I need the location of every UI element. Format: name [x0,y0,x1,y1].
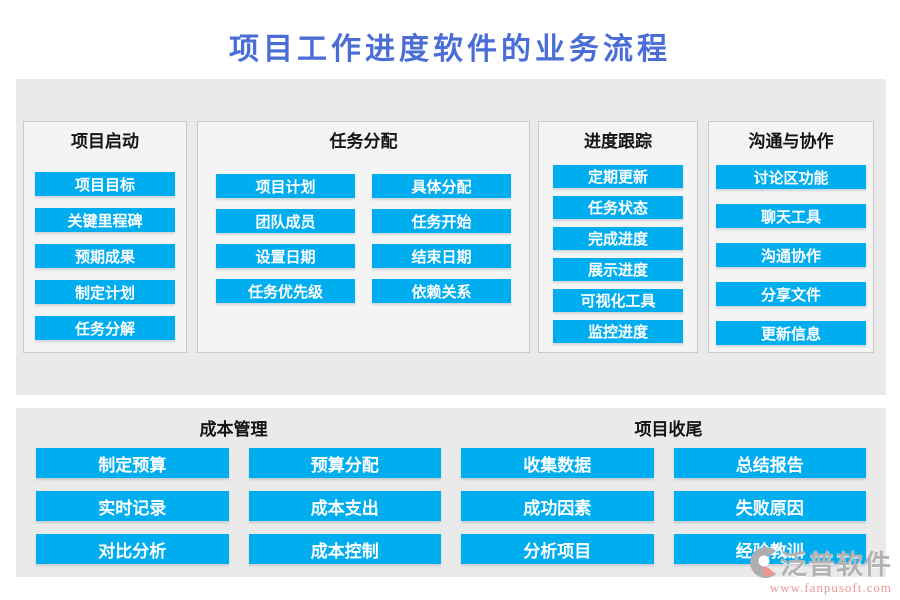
flow-node: 失败原因 [673,491,866,521]
section-nodes: 项目目标 关键里程碑 预期成果 制定计划 任务分解 [35,172,175,340]
section-communication-collaboration: 沟通与协作 讨论区功能 聊天工具 沟通协作 分享文件 更新信息 [708,121,874,353]
bottom-section-headers: 成本管理 项目收尾 [16,420,886,440]
flow-node: 成本支出 [248,491,441,521]
section-nodes: 定期更新 任务状态 完成进度 展示进度 可视化工具 监控进度 [553,165,683,343]
top-band: 项目启动 项目目标 关键里程碑 预期成果 制定计划 任务分解 任务分配 项目计划… [16,79,886,395]
flow-node: 成本控制 [248,534,441,564]
flow-node: 具体分配 [372,174,511,198]
section-title-cost-management: 成本管理 [199,420,268,439]
flow-node: 更新信息 [716,321,866,345]
section-project-initiation: 项目启动 项目目标 关键里程碑 预期成果 制定计划 任务分解 [23,121,187,353]
flow-node: 分析项目 [461,534,654,564]
flow-node: 沟通协作 [716,243,866,267]
section-title: 项目启动 [71,132,139,151]
section-nodes: 讨论区功能 聊天工具 沟通协作 分享文件 更新信息 [716,165,866,345]
flow-node: 实时记录 [36,491,229,521]
section-title-project-closure: 项目收尾 [634,420,703,439]
section-nodes: 项目计划 具体分配 团队成员 任务开始 设置日期 结束日期 任务优先级 依赖关系 [216,174,511,303]
flow-node: 可视化工具 [553,289,683,312]
section-task-assignment: 任务分配 项目计划 具体分配 团队成员 任务开始 设置日期 结束日期 任务优先级… [197,121,530,353]
flow-node: 聊天工具 [716,204,866,228]
watermark: 泛普软件 www.fanpusoft.com [747,546,892,596]
flow-node: 对比分析 [36,534,229,564]
bottom-nodes-grid: 制定预算 预算分配 收集数据 总结报告 实时记录 成本支出 成功因素 失败原因 … [36,448,866,564]
watermark-row: 泛普软件 [747,546,892,583]
flow-node: 团队成员 [216,209,355,233]
flow-node: 关键里程碑 [35,208,175,232]
fanpu-swoosh-logo-icon [747,546,777,583]
flow-node: 依赖关系 [372,279,511,303]
watermark-brand: 泛普软件 [780,549,892,580]
flow-node: 讨论区功能 [716,165,866,189]
flow-node: 总结报告 [673,448,866,478]
flow-node: 分享文件 [716,282,866,306]
flow-node: 展示进度 [553,258,683,281]
bottom-band: 成本管理 项目收尾 制定预算 预算分配 收集数据 总结报告 实时记录 成本支出 … [16,408,886,577]
flow-node: 制定计划 [35,280,175,304]
section-title: 任务分配 [329,132,398,151]
watermark-url: www.fanpusoft.com [769,580,892,595]
flow-node: 设置日期 [216,244,355,268]
page-title: 项目工作进度软件的业务流程 [229,33,671,66]
flow-node: 项目目标 [35,172,175,196]
section-title: 进度跟踪 [584,132,652,151]
flow-node: 收集数据 [461,448,654,478]
flow-node: 预期成果 [35,244,175,268]
flow-node: 监控进度 [553,320,683,343]
flow-node: 任务开始 [372,209,511,233]
section-title: 沟通与协作 [748,132,834,151]
flow-node: 预算分配 [248,448,441,478]
flow-node: 制定预算 [36,448,229,478]
flow-node: 结束日期 [372,244,511,268]
section-progress-tracking: 进度跟踪 定期更新 任务状态 完成进度 展示进度 可视化工具 监控进度 [538,121,698,353]
flow-node: 任务优先级 [216,279,355,303]
flow-node: 任务状态 [553,196,683,219]
flow-node: 任务分解 [35,316,175,340]
flow-node: 定期更新 [553,165,683,188]
flow-node: 项目计划 [216,174,355,198]
flow-node: 成功因素 [461,491,654,521]
flow-node: 完成进度 [553,227,683,250]
